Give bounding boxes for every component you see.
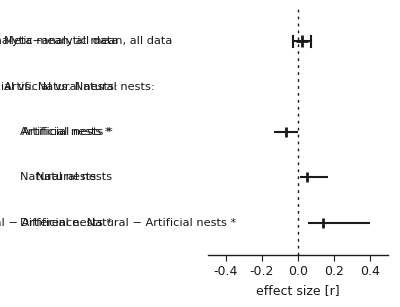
Text: Meta−analytic mean, all data: Meta−analytic mean, all data xyxy=(0,36,118,46)
X-axis label: effect size [r]: effect size [r] xyxy=(256,284,340,297)
Text: Artificial nests *: Artificial nests * xyxy=(22,127,113,137)
Text: Artificial vs. Natural nests:: Artificial vs. Natural nests: xyxy=(0,82,118,91)
Text: Meta−analytic mean, all data: Meta−analytic mean, all data xyxy=(4,36,172,46)
Text: Natural nests: Natural nests xyxy=(20,173,96,182)
Text: Artificial vs. Natural nests:: Artificial vs. Natural nests: xyxy=(4,82,155,91)
Text: Difference: Natural − Artificial nests *: Difference: Natural − Artificial nests * xyxy=(20,218,236,228)
Text: Natural nests: Natural nests xyxy=(36,173,113,182)
Text: Difference: Natural − Artificial nests *: Difference: Natural − Artificial nests * xyxy=(0,218,113,228)
Text: Artificial nests *: Artificial nests * xyxy=(20,127,111,137)
